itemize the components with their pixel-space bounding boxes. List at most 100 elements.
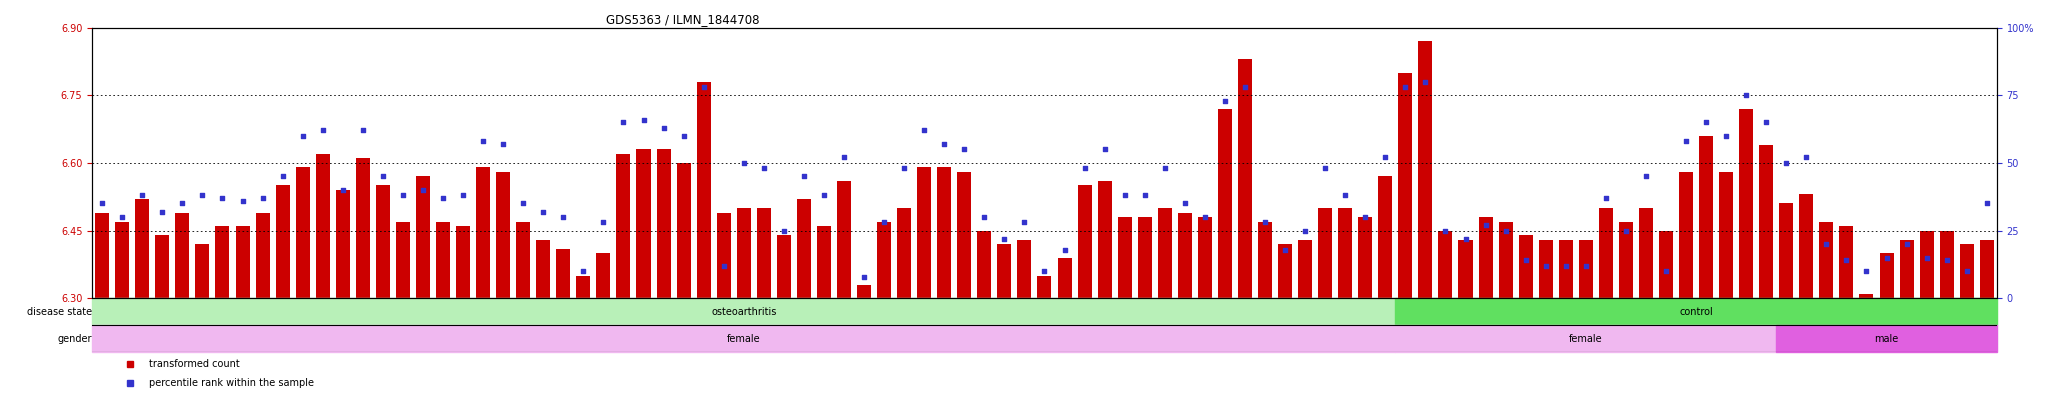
Point: [426, 195, 459, 201]
Point: [868, 219, 901, 226]
Point: [1749, 119, 1782, 125]
Bar: [877, 222, 891, 298]
Point: [287, 133, 319, 139]
Bar: [236, 226, 250, 298]
Point: [1329, 192, 1362, 198]
Point: [1249, 219, 1282, 226]
Bar: [1679, 172, 1694, 298]
Point: [987, 235, 1020, 242]
Bar: [1559, 240, 1573, 298]
Point: [86, 200, 119, 207]
Text: female: female: [727, 334, 760, 344]
Point: [207, 195, 240, 201]
Bar: [1257, 222, 1272, 298]
Point: [1649, 268, 1681, 274]
Bar: [1118, 217, 1133, 298]
Point: [588, 219, 621, 226]
Point: [647, 125, 680, 131]
Point: [1368, 154, 1401, 161]
Point: [467, 138, 500, 144]
Bar: [575, 275, 590, 298]
Point: [1530, 263, 1563, 269]
Point: [307, 127, 340, 134]
Point: [807, 192, 840, 198]
Bar: [956, 172, 971, 298]
Bar: [195, 244, 209, 298]
Bar: [1638, 208, 1653, 298]
Bar: [1839, 226, 1853, 298]
Bar: [1960, 244, 1974, 298]
Point: [145, 208, 178, 215]
Bar: [1599, 208, 1614, 298]
Bar: [1098, 181, 1112, 298]
Point: [1350, 214, 1382, 220]
Bar: [1579, 240, 1593, 298]
Bar: [1395, 325, 1776, 353]
Bar: [1077, 185, 1092, 298]
Bar: [115, 222, 129, 298]
Bar: [315, 154, 330, 298]
Point: [1268, 246, 1300, 253]
Point: [106, 214, 139, 220]
Point: [1769, 160, 1802, 166]
Point: [1810, 241, 1843, 247]
Bar: [616, 154, 631, 298]
Bar: [1479, 217, 1493, 298]
Text: male: male: [1874, 334, 1898, 344]
Bar: [737, 208, 752, 298]
Point: [1569, 263, 1602, 269]
Bar: [1139, 217, 1151, 298]
Bar: [256, 213, 270, 298]
Point: [1069, 165, 1102, 171]
Point: [688, 84, 721, 90]
Point: [748, 165, 780, 171]
Bar: [1980, 240, 1995, 298]
Bar: [1819, 222, 1833, 298]
Bar: [1800, 195, 1812, 298]
Bar: [215, 226, 229, 298]
Point: [1911, 255, 1944, 261]
Bar: [295, 167, 309, 298]
Point: [969, 214, 1001, 220]
Point: [606, 119, 639, 125]
Point: [1509, 257, 1542, 263]
Bar: [1739, 109, 1753, 298]
Point: [827, 154, 860, 161]
Bar: [1939, 231, 1954, 298]
Bar: [696, 82, 711, 298]
Bar: [817, 226, 831, 298]
Bar: [1776, 325, 1997, 353]
Bar: [475, 167, 489, 298]
Point: [1550, 263, 1583, 269]
Bar: [856, 285, 870, 298]
Bar: [1520, 235, 1532, 298]
Point: [1790, 154, 1823, 161]
Bar: [758, 208, 770, 298]
Bar: [1395, 298, 1997, 325]
Bar: [436, 222, 451, 298]
Point: [547, 214, 580, 220]
Point: [1169, 200, 1202, 207]
Point: [526, 208, 559, 215]
Point: [1890, 241, 1923, 247]
Bar: [1057, 258, 1071, 298]
Bar: [557, 249, 569, 298]
Point: [326, 187, 358, 193]
Point: [768, 228, 801, 234]
Point: [1108, 192, 1141, 198]
Point: [1970, 200, 2003, 207]
Point: [387, 192, 420, 198]
Bar: [596, 253, 610, 298]
Bar: [336, 190, 350, 298]
Point: [1229, 84, 1262, 90]
Bar: [395, 222, 410, 298]
Point: [506, 200, 539, 207]
Bar: [1880, 253, 1894, 298]
Point: [225, 198, 258, 204]
Bar: [1419, 41, 1432, 298]
Point: [1188, 214, 1221, 220]
Bar: [1337, 208, 1352, 298]
Point: [1128, 192, 1161, 198]
Bar: [416, 176, 430, 298]
Bar: [637, 149, 651, 298]
